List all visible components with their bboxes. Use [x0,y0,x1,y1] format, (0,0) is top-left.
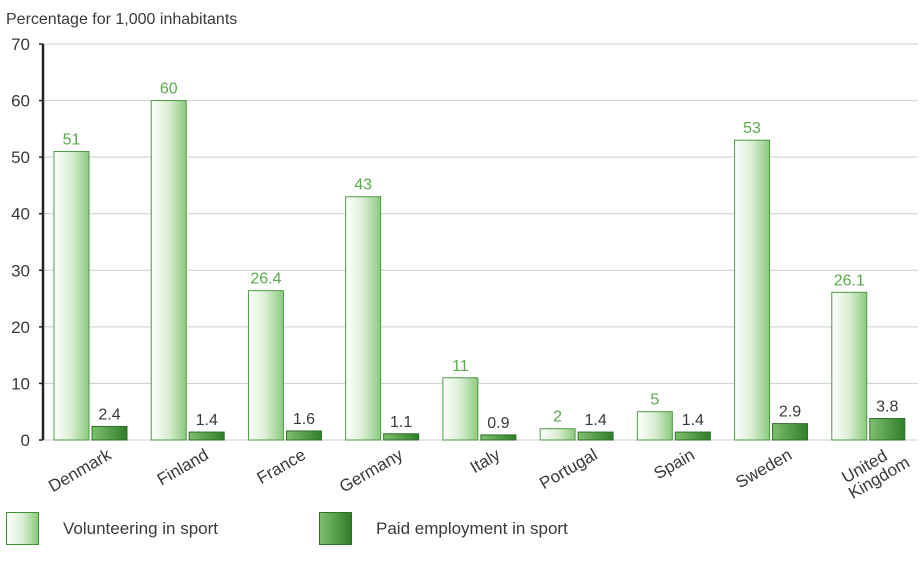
legend-swatch-volunteering [6,512,39,545]
data-label-paid-employment: 1.1 [390,414,412,431]
data-label-paid-employment: 3.8 [876,399,898,416]
category-label: Spain [651,445,698,483]
y-tick-label: 20 [11,318,30,337]
category-label: Sweden [732,445,795,492]
data-label-paid-employment: 1.4 [682,412,704,429]
category-label: Italy [467,445,504,477]
legend-label-paid-employment: Paid employment in sport [376,518,568,538]
bar-paid-employment [577,431,614,441]
data-label-volunteering: 53 [743,120,761,137]
data-label-paid-employment: 1.6 [293,411,315,428]
bar-volunteering [636,411,673,441]
bar-paid-employment [772,423,809,441]
data-labels: 51 2.4 60 1.4 26.4 1.6 43 1.1 11 0.9 2 1.4 5 1.4 53 2.9… [63,81,899,432]
legend: Volunteering in sport Paid employment in… [0,500,921,564]
gridlines [43,43,918,441]
data-label-volunteering: 60 [160,81,178,98]
bar-volunteering [831,291,868,441]
bar-paid-employment [480,434,517,441]
data-label-paid-employment: 1.4 [196,412,218,429]
bar-paid-employment [869,418,906,441]
data-label-paid-employment: 2.4 [98,406,120,423]
legend-item-paid-employment: Paid employment in sport [319,512,568,545]
y-tick-label: 10 [11,374,30,393]
category-labels: Denmark Finland France Germany Italy Portugal… [45,438,913,500]
category-label: UnitedKingdom [837,438,913,500]
category-label: Portugal [536,445,600,493]
bar-volunteering [247,290,284,441]
category-label: Denmark [45,445,115,496]
data-label-paid-employment: 2.9 [779,404,801,421]
data-label-volunteering: 11 [452,358,469,375]
bar-volunteering [442,377,479,441]
data-label-paid-employment: 0.9 [487,415,509,432]
data-label-volunteering: 51 [63,131,81,148]
y-tick-label: 30 [11,261,30,280]
y-tick-label: 40 [11,205,30,224]
category-label: Germany [336,445,406,497]
bar-paid-employment [91,425,128,441]
bar-chart: Percentage for 1,000 inhabitants 0 10 20 30… [6,11,918,500]
y-tick-label: 0 [21,431,30,450]
bar-volunteering [539,428,576,441]
data-label-volunteering: 2 [553,409,562,426]
bars [53,100,906,441]
bar-volunteering [345,196,382,441]
legend-swatch-paid-employment [319,512,352,545]
chart-title: Percentage for 1,000 inhabitants [6,11,237,28]
bar-volunteering [53,150,90,441]
data-label-volunteering: 26.4 [250,271,281,288]
data-label-volunteering: 5 [650,392,659,409]
data-label-volunteering: 43 [354,177,372,194]
data-label-paid-employment: 1.4 [584,412,606,429]
bar-paid-employment [188,431,225,441]
bar-paid-employment [674,431,711,441]
legend-item-volunteering: Volunteering in sport [6,512,218,545]
data-label-volunteering: 26.1 [834,272,865,289]
category-label: Finland [154,445,212,489]
bar-paid-employment [383,433,420,441]
bar-volunteering [734,139,771,441]
y-tick-label: 60 [11,92,30,111]
legend-label-volunteering: Volunteering in sport [63,518,218,538]
category-label: France [254,445,309,488]
bar-volunteering [150,100,187,441]
bar-paid-employment [285,430,322,441]
y-tick-label: 70 [11,35,30,54]
y-tick-label: 50 [11,148,30,167]
y-axis-ticks: 0 10 20 30 40 50 60 70 [11,35,43,450]
